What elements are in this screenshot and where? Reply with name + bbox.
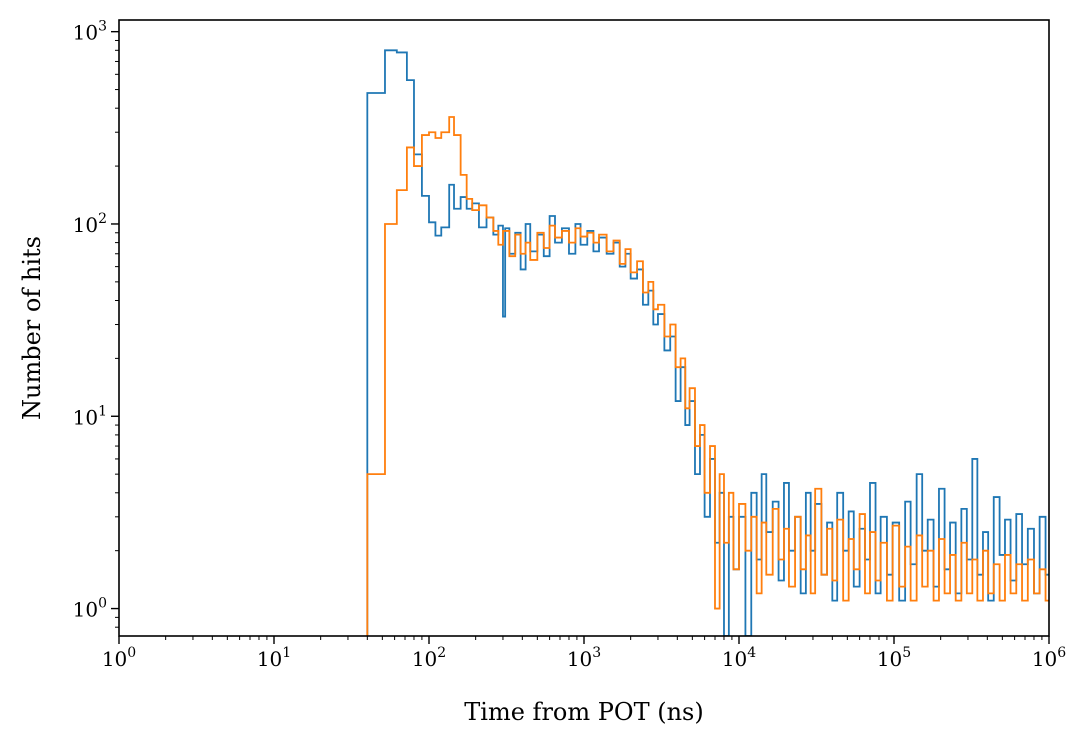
x-tick-label: 106 bbox=[1032, 645, 1066, 671]
y-tick-label: 101 bbox=[73, 403, 107, 429]
x-tick-label: 104 bbox=[722, 645, 756, 671]
y-tick-label: 100 bbox=[73, 596, 107, 622]
x-tick-label: 105 bbox=[877, 645, 911, 671]
x-tick-label: 103 bbox=[567, 645, 601, 671]
y-axis-label: Number of hits bbox=[18, 236, 46, 420]
series-1-line bbox=[366, 49, 1049, 636]
plot-area bbox=[366, 49, 1049, 636]
x-tick-label: 100 bbox=[102, 645, 136, 671]
series-2-line bbox=[366, 116, 1049, 636]
y-tick-label: 103 bbox=[73, 19, 107, 45]
tick-labels: 100 101 102 103 104 105 106 100 101 102 103 bbox=[73, 19, 1067, 671]
y-tick-label: 102 bbox=[73, 211, 107, 237]
x-axis-label: Time from POT (ns) bbox=[464, 698, 703, 726]
plot-frame bbox=[118, 19, 1050, 637]
x-tick-label: 102 bbox=[412, 645, 446, 671]
x-tick-label: 101 bbox=[257, 645, 291, 671]
